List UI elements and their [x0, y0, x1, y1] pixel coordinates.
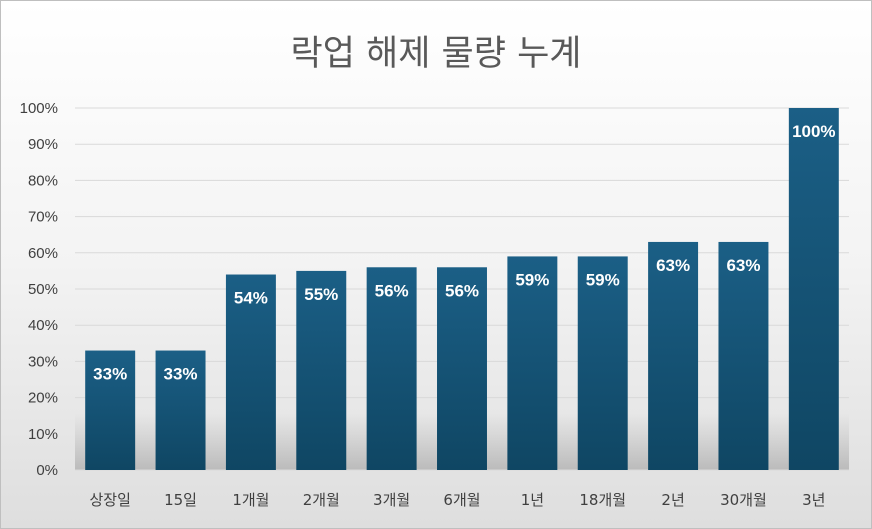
x-tick-label: 3개월 [373, 491, 410, 509]
y-tick-label: 10% [28, 426, 58, 443]
bar [507, 256, 558, 470]
y-tick-label: 60% [28, 245, 58, 262]
bars [85, 108, 839, 470]
data-label: 56% [445, 281, 479, 300]
bar [648, 241, 699, 470]
y-tick-label: 80% [28, 172, 58, 189]
data-label: 33% [164, 365, 198, 384]
x-tick-label: 6개월 [443, 491, 480, 509]
y-tick-label: 30% [28, 353, 58, 370]
x-tick-label: 1개월 [232, 491, 269, 509]
data-label: 63% [726, 256, 760, 275]
y-tick-label: 70% [28, 209, 58, 226]
data-label: 54% [234, 289, 268, 308]
data-label: 100% [792, 122, 835, 141]
data-label: 55% [304, 285, 338, 304]
bar [437, 267, 487, 470]
data-label: 33% [93, 365, 127, 384]
data-label: 56% [375, 281, 409, 300]
bar [577, 256, 628, 470]
bar [788, 108, 839, 470]
x-tick-label: 3년 [802, 491, 825, 509]
x-tick-label: 15일 [164, 491, 197, 509]
data-label: 59% [586, 270, 620, 289]
x-axis-ticks: 상장일 15일 1개월 2개월 3개월 6개월 1년 18개월 2년 30개월 3년 [89, 491, 825, 509]
y-tick-label: 90% [28, 136, 58, 153]
bar [155, 350, 206, 470]
y-tick-label: 20% [28, 390, 58, 407]
y-tick-label: 100% [20, 100, 58, 117]
x-tick-label: 18개월 [579, 491, 626, 509]
data-labels: 33% 33% 54% 55% 56% 56% 59% 59% 63% 63% 100% [93, 122, 835, 384]
x-tick-label: 2년 [661, 491, 684, 509]
data-label: 63% [656, 256, 690, 275]
data-label: 59% [515, 270, 549, 289]
bar [366, 267, 417, 470]
x-tick-label: 상장일 [89, 491, 130, 509]
x-tick-label: 2개월 [303, 491, 340, 509]
bar [718, 241, 769, 470]
y-tick-label: 50% [28, 281, 58, 298]
bar [85, 350, 136, 470]
y-axis-ticks: 0% 10% 20% 30% 40% 50% 60% 70% 80% 90% 100% [20, 100, 58, 479]
chart-title: 락업 해제 물량 누계 [291, 34, 582, 74]
y-tick-label: 0% [36, 462, 58, 479]
bar [296, 270, 347, 470]
x-tick-label: 30개월 [720, 491, 767, 509]
bar [225, 274, 276, 470]
y-tick-label: 40% [28, 317, 58, 334]
x-tick-label: 1년 [521, 491, 544, 509]
